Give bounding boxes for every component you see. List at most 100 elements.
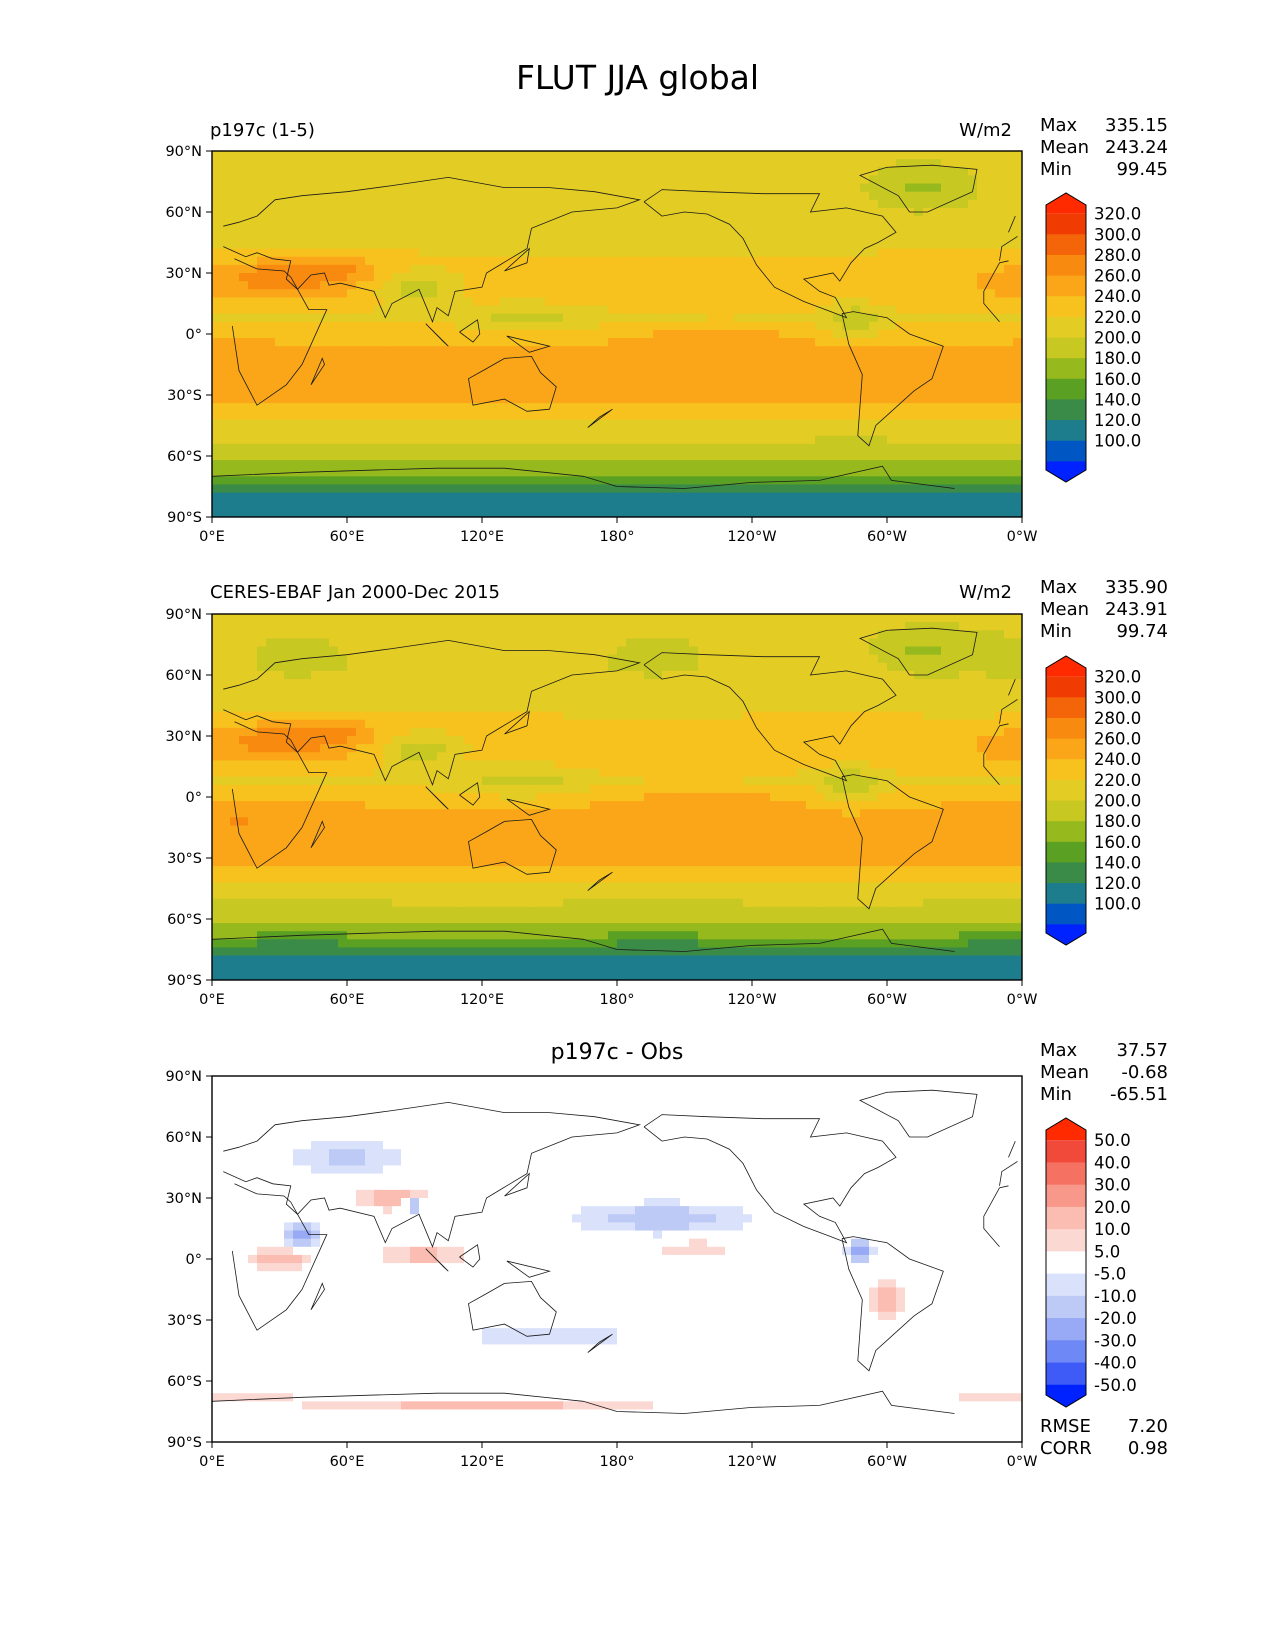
- field-cell: [590, 427, 600, 437]
- field-cell: [608, 395, 618, 404]
- field-cell: [806, 435, 816, 445]
- field-cell: [581, 216, 591, 225]
- field-cell: [914, 403, 924, 412]
- field-cell: [851, 305, 861, 315]
- field-cell: [599, 403, 609, 412]
- field-cell: [869, 313, 879, 323]
- field-cell: [347, 622, 357, 631]
- field-cell: [329, 370, 339, 380]
- field-cell: [716, 338, 726, 347]
- field-cell: [959, 289, 969, 298]
- field-cell: [266, 476, 276, 486]
- field-cell: [221, 419, 231, 429]
- field-cell: [464, 484, 474, 494]
- field-cell: [320, 378, 330, 388]
- field-cell: [923, 354, 933, 364]
- field-cell: [995, 370, 1005, 380]
- field-cell: [293, 435, 303, 445]
- field-cell: [266, 321, 276, 331]
- field-cell: [842, 435, 852, 445]
- field-cell: [878, 508, 888, 517]
- field-cell: [770, 321, 780, 331]
- field-cell: [824, 403, 834, 412]
- field-cell: [734, 256, 744, 266]
- field-cell: [536, 305, 546, 315]
- field-cell: [977, 484, 987, 494]
- field-cell: [770, 630, 780, 639]
- field-cell: [743, 167, 753, 176]
- field-cell: [950, 662, 960, 672]
- coastline: [212, 465, 955, 489]
- field-cell: [302, 638, 312, 648]
- field-cell: [932, 403, 942, 412]
- colorbar-segment: [1046, 296, 1086, 318]
- field-cell: [482, 386, 492, 396]
- field-cell: [608, 346, 618, 355]
- field-cell: [410, 646, 420, 656]
- field-cell: [1004, 216, 1014, 225]
- field-cell: [833, 167, 843, 176]
- field-cell: [725, 646, 735, 656]
- field-cell: [275, 468, 285, 477]
- field-cell: [689, 679, 699, 688]
- field-cell: [392, 191, 402, 201]
- field-cell: [680, 476, 690, 486]
- field-cell: [824, 167, 834, 176]
- field-cell: [905, 468, 915, 477]
- field-cell: [851, 460, 861, 469]
- field-cell: [644, 329, 654, 339]
- field-cell: [383, 687, 393, 696]
- field-cell: [374, 329, 384, 339]
- field-cell: [590, 159, 600, 168]
- field-cell: [221, 167, 231, 176]
- field-cell: [653, 468, 663, 477]
- field-cell: [734, 614, 744, 623]
- field-cell: [734, 492, 744, 502]
- field-cell: [491, 338, 501, 347]
- field-cell: [788, 460, 798, 469]
- field-cell: [518, 435, 528, 445]
- field-cell: [446, 264, 456, 274]
- field-cell: [734, 191, 744, 201]
- field-cell: [212, 476, 222, 486]
- field-cell: [509, 151, 519, 160]
- field-cell: [626, 500, 636, 510]
- field-cell: [347, 378, 357, 388]
- field-cell: [455, 630, 465, 639]
- field-cell: [410, 232, 420, 242]
- field-cell: [842, 354, 852, 364]
- field-cell: [635, 492, 645, 502]
- field-cell: [383, 419, 393, 429]
- field-cell: [356, 427, 366, 437]
- field-cell: [455, 662, 465, 672]
- field-cell: [266, 224, 276, 233]
- field-cell: [878, 191, 888, 201]
- field-cell: [248, 216, 258, 225]
- field-cell: [1013, 167, 1022, 176]
- field-cell: [473, 403, 483, 412]
- field-cell: [995, 622, 1005, 631]
- field-cell: [473, 508, 483, 517]
- field-cell: [302, 679, 312, 688]
- field-cell: [761, 240, 771, 250]
- field-cell: [752, 346, 762, 355]
- field-cell: [608, 654, 618, 664]
- stat-label: Max: [1040, 115, 1078, 136]
- field-cell: [950, 411, 960, 420]
- field-cell: [374, 386, 384, 396]
- field-cell: [644, 159, 654, 168]
- field-cell: [563, 362, 573, 372]
- field-cell: [860, 395, 870, 404]
- field-cell: [788, 468, 798, 477]
- field-cell: [644, 362, 654, 372]
- field-cell: [698, 321, 708, 331]
- field-cell: [770, 354, 780, 364]
- field-cell: [356, 468, 366, 477]
- field-cell: [275, 622, 285, 631]
- field-cell: [473, 248, 483, 258]
- field-cell: [905, 654, 915, 664]
- field-cell: [716, 500, 726, 510]
- field-cell: [626, 338, 636, 347]
- field-cell: [455, 419, 465, 429]
- field-cell: [887, 435, 897, 445]
